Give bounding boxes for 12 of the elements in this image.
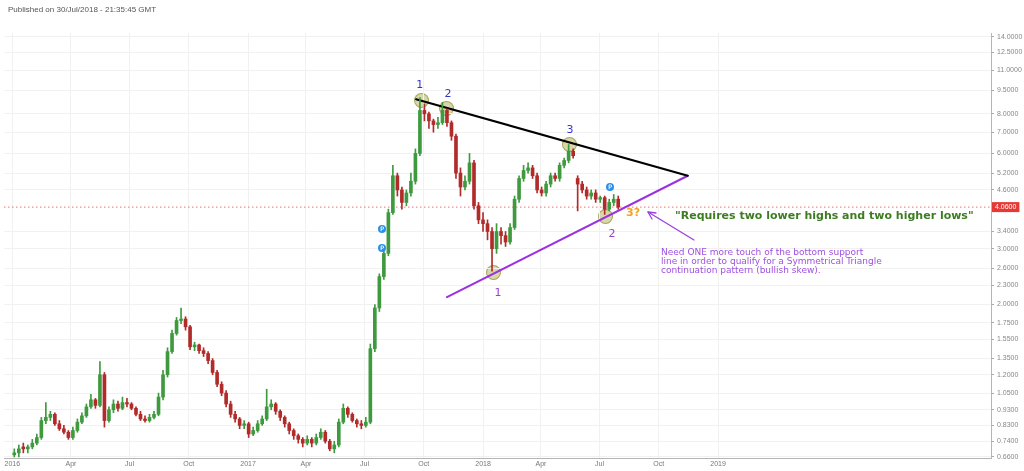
annotation: 2 bbox=[608, 227, 616, 241]
annotation: 2 bbox=[444, 86, 452, 100]
annotation: "Requires two lower highs and two higher lows" bbox=[675, 209, 974, 223]
candlestick bbox=[125, 398, 129, 408]
candlestick bbox=[481, 212, 485, 232]
annotation: 1 bbox=[494, 285, 502, 299]
chart-subtitle: Published on 30/Jul/2018 - 21:35:45 GMT bbox=[8, 5, 157, 14]
annotation: 3 bbox=[566, 123, 574, 137]
annotation: 3? bbox=[626, 206, 641, 220]
candlestick bbox=[499, 227, 503, 245]
annotation: Need ONE more touch of the bottom support line in order to qualify for a Symmetrical Triangle continuation pattern (bullish skew). bbox=[661, 247, 882, 275]
annotation: 1 bbox=[416, 77, 424, 91]
